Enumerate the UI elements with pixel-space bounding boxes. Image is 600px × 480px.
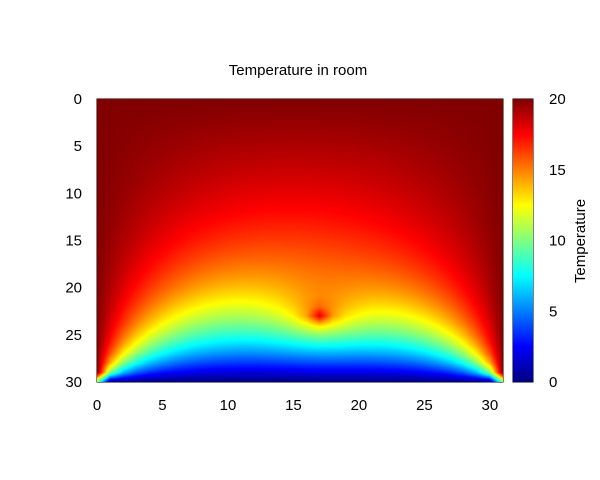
colorbar-tick-label: 0 [549, 374, 557, 391]
x-tick-label: 15 [285, 397, 302, 414]
colorbar-tick-label: 20 [549, 91, 566, 108]
x-tick-label: 20 [351, 397, 368, 414]
x-tick-label: 0 [93, 397, 101, 414]
x-tick-label: 5 [158, 397, 166, 414]
y-tick-label: 0 [74, 91, 82, 108]
heatmap-image [97, 99, 503, 382]
y-tick-label: 25 [65, 327, 82, 344]
y-tick-label: 30 [65, 374, 82, 391]
heatmap-canvas [97, 99, 503, 382]
colorbar-tick-label: 5 [549, 303, 557, 320]
y-tick-label: 20 [65, 280, 82, 297]
x-tick-label: 25 [416, 397, 433, 414]
y-tick-label: 10 [65, 185, 82, 202]
x-tick-label: 10 [220, 397, 237, 414]
colorbar-tick-label: 10 [549, 233, 566, 250]
chart-title: Temperature in room [229, 62, 367, 79]
colorbar-label: Temperature [572, 199, 589, 283]
y-tick-label: 5 [74, 138, 82, 155]
colorbar-ticks: 0 5 10 15 20 [528, 91, 566, 391]
colorbar-canvas [513, 99, 533, 382]
x-tick-label: 30 [482, 397, 499, 414]
colorbar-gradient [513, 99, 533, 382]
colorbar-tick-label: 15 [549, 162, 566, 179]
y-tick-label: 15 [65, 233, 82, 250]
